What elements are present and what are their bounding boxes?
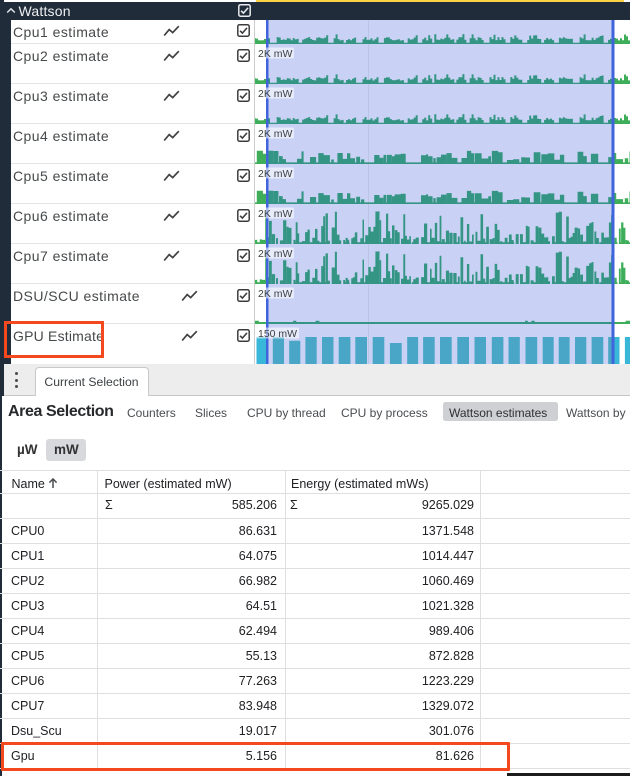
svg-text:150 mW: 150 mW <box>258 328 297 340</box>
svg-text:2K mW: 2K mW <box>258 288 293 300</box>
svg-text:2K mW: 2K mW <box>258 48 293 60</box>
svg-text:2K mW: 2K mW <box>258 88 293 100</box>
svg-text:2K mW: 2K mW <box>258 208 293 220</box>
svg-text:2K mW: 2K mW <box>258 248 293 260</box>
svg-text:2K mW: 2K mW <box>258 128 293 140</box>
svg-text:2K mW: 2K mW <box>258 168 293 180</box>
